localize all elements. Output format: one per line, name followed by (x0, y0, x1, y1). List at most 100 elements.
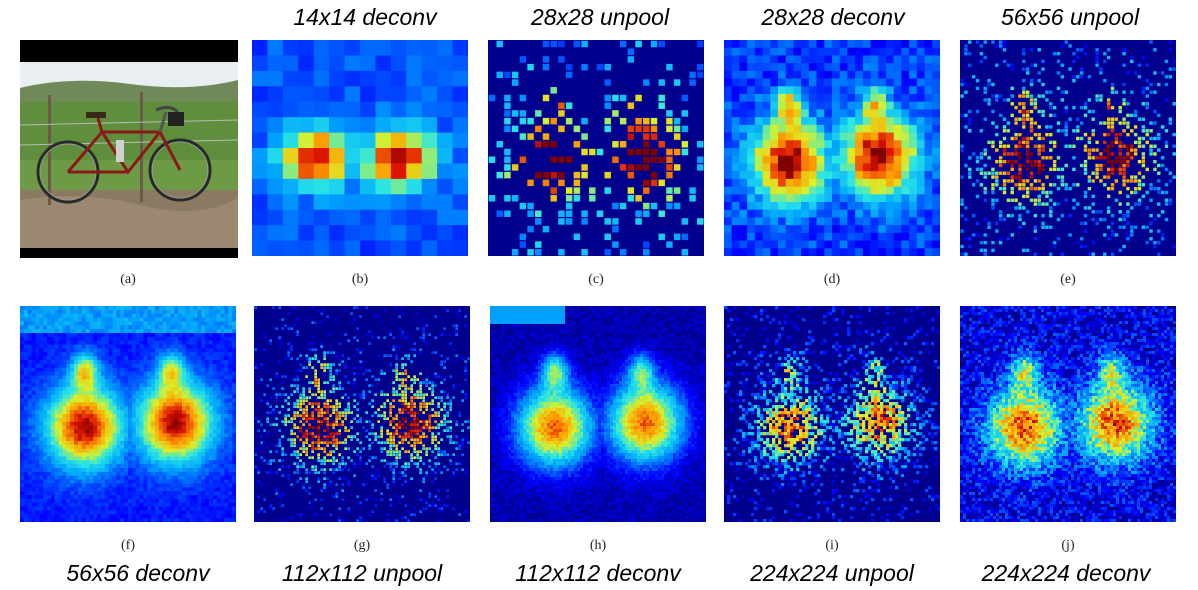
heatmap-cell (535, 249, 542, 256)
heatmap-cell (139, 429, 144, 434)
heatmap-cell (147, 448, 152, 453)
heatmap-cell (147, 325, 152, 330)
heatmap-cell (97, 437, 102, 442)
heatmap-cell (220, 321, 225, 326)
heatmap-cell (31, 456, 36, 461)
heatmap-cell (128, 444, 133, 450)
heatmap-cell (205, 352, 210, 357)
heatmap-cell (193, 375, 198, 380)
heatmap-cell (58, 321, 63, 326)
heatmap-cell (193, 414, 198, 419)
heatmap-cell (185, 460, 191, 465)
heatmap-cell (205, 325, 210, 330)
heatmap-cell (58, 483, 63, 488)
heatmap-cell (66, 325, 71, 330)
heatmap-cell (77, 313, 83, 318)
heatmap-cell (793, 124, 802, 133)
heatmap-cell (166, 410, 171, 415)
heatmap-cell (216, 414, 221, 419)
heatmap-cell (924, 86, 933, 95)
heatmap-cell (212, 502, 218, 507)
heatmap-cell (801, 217, 810, 226)
heatmap-cell (31, 363, 36, 369)
heatmap-cell (1118, 156, 1122, 160)
heatmap-cell (201, 321, 206, 326)
heatmap-cell (406, 225, 423, 241)
heatmap-cell (135, 309, 140, 315)
heatmap-f (20, 306, 236, 522)
heatmap-cell (74, 387, 79, 392)
heatmap-cell (116, 317, 121, 322)
heatmap-cell (1025, 113, 1030, 118)
heatmap-cell (70, 390, 75, 396)
heatmap-cell (1018, 206, 1022, 210)
heatmap-cell (47, 333, 52, 338)
heatmap-cell (847, 155, 856, 164)
heatmap-cell (97, 498, 102, 504)
heatmap-cell (23, 309, 29, 315)
heatmap-cell (47, 502, 52, 507)
heatmap-cell (101, 498, 106, 504)
heatmap-cell (47, 367, 52, 372)
heatmap-cell (62, 398, 67, 403)
heatmap-cell (847, 171, 856, 180)
heatmap-cell (162, 437, 167, 442)
heatmap-cell (1145, 190, 1149, 195)
heatmap-cell (886, 94, 895, 103)
heatmap-cell (66, 398, 71, 403)
heatmap-cell (1006, 179, 1011, 183)
heatmap-cell (1079, 136, 1084, 141)
heatmap-cell (201, 471, 206, 477)
heatmap-cell (1018, 163, 1022, 168)
heatmap-cell (147, 402, 152, 407)
heatmap-cell (205, 410, 210, 415)
heatmap-cell (197, 475, 202, 480)
heatmap-cell (808, 101, 817, 110)
heatmap-cell (832, 132, 841, 141)
heatmap-cell (924, 47, 933, 56)
heatmap-cell (1014, 175, 1018, 179)
heatmap-cell (893, 178, 902, 187)
heatmap-cell (101, 464, 106, 469)
heatmap-cell (35, 309, 40, 315)
heatmap-cell (998, 210, 1003, 214)
heatmap-cell (35, 448, 40, 453)
heatmap-cell (193, 417, 198, 423)
heatmap-cell (81, 360, 86, 365)
heatmap-cell (39, 456, 44, 461)
heatmap-cell (406, 178, 423, 195)
heatmap-cell (135, 325, 140, 330)
heatmap-cell (932, 55, 940, 64)
heatmap-cell (224, 437, 229, 442)
heatmap-cell (1114, 90, 1119, 94)
heatmap-cell (983, 55, 987, 60)
heatmap-cell (20, 313, 25, 318)
heatmap-cell (1118, 225, 1122, 229)
heatmap-cell (724, 70, 733, 79)
heatmap-cell (778, 232, 787, 241)
heatmap-cell (112, 348, 117, 353)
heatmap-cell (66, 360, 71, 365)
heatmap-cell (1056, 129, 1061, 133)
heatmap-cell (97, 456, 102, 461)
heatmap-cell (801, 248, 810, 256)
heatmap-cell (216, 410, 221, 415)
heatmap-cell (801, 171, 810, 180)
heatmap-cell (147, 398, 152, 403)
heatmap-cell (220, 352, 225, 357)
heatmap-cell (1149, 136, 1153, 141)
heatmap-cell (747, 140, 756, 149)
heatmap-cell (1006, 237, 1011, 241)
heatmap-cell (158, 429, 164, 434)
heatmap-cell (151, 483, 156, 488)
heatmap-cell (128, 456, 133, 461)
heatmap-cell (58, 429, 63, 434)
heatmap-cell (801, 178, 810, 187)
heatmap-cell (108, 390, 113, 396)
heatmap-cell (212, 468, 218, 473)
heatmap-cell (77, 375, 83, 380)
heatmap-cell (893, 217, 902, 226)
heatmap-cell (20, 425, 25, 430)
heatmap-cell (1025, 71, 1030, 75)
heatmap-cell (267, 55, 284, 72)
